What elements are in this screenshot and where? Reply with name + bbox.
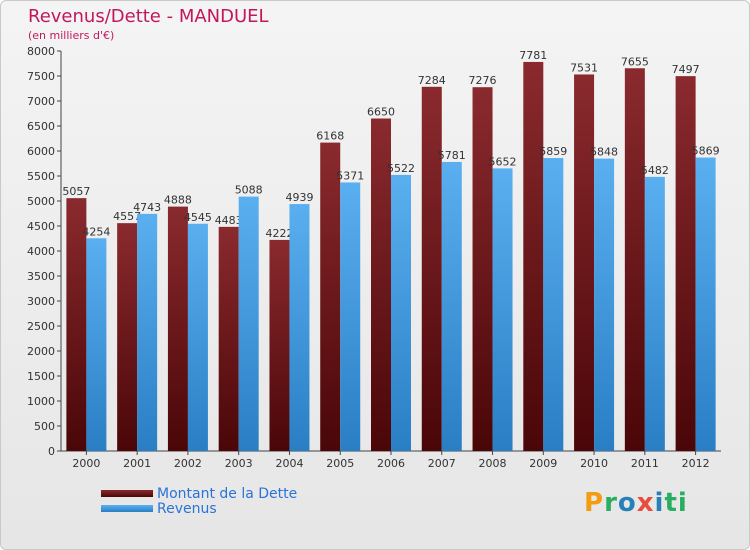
bar-revenus <box>238 196 259 451</box>
data-label-revenus: 4939 <box>285 191 313 204</box>
logo-letter: i <box>654 488 665 518</box>
y-tick-label: 7500 <box>27 70 55 83</box>
x-tick-label: 2000 <box>72 457 100 470</box>
y-tick-label: 5000 <box>27 195 55 208</box>
data-label-revenus: 4254 <box>82 225 110 238</box>
bar-dette <box>167 206 188 451</box>
x-tick-label: 2005 <box>326 457 354 470</box>
data-label-revenus: 4743 <box>133 201 161 214</box>
data-label-dette: 7531 <box>570 61 598 74</box>
logo-letter: P <box>584 488 605 518</box>
chart-subtitle: (en milliers d'€) <box>28 29 115 42</box>
x-tick-label: 2011 <box>631 457 659 470</box>
y-tick-label: 2000 <box>27 345 55 358</box>
y-tick-label: 0 <box>48 445 55 458</box>
x-tick-label: 2012 <box>682 457 710 470</box>
y-tick-label: 3500 <box>27 270 55 283</box>
bar-dette <box>624 68 645 451</box>
data-label-dette: 4888 <box>164 194 192 207</box>
bar-revenus <box>695 157 716 452</box>
logo-letter: o <box>617 488 637 518</box>
x-tick-label: 2009 <box>529 457 557 470</box>
logo-letter: t <box>664 488 678 518</box>
data-label-revenus: 5652 <box>489 155 517 168</box>
bar-revenus <box>137 213 158 451</box>
bar-dette <box>66 198 87 451</box>
y-tick-label: 8000 <box>27 45 55 58</box>
data-label-dette: 7655 <box>621 55 649 68</box>
bar-revenus <box>492 168 513 451</box>
bar-dette <box>269 239 290 451</box>
bar-revenus <box>543 158 564 452</box>
data-label-dette: 5057 <box>62 185 90 198</box>
data-label-dette: 6168 <box>316 130 344 143</box>
bar-dette <box>371 118 391 451</box>
y-tick-label: 6000 <box>27 145 55 158</box>
data-label-dette: 4222 <box>265 227 293 240</box>
bar-dette <box>675 76 696 452</box>
data-label-revenus: 5869 <box>692 145 720 158</box>
data-label-revenus: 5088 <box>235 184 263 197</box>
bar-dette <box>472 87 493 451</box>
legend-swatch-revenus <box>101 505 153 512</box>
y-tick-label: 4500 <box>27 220 55 233</box>
x-tick-label: 2002 <box>174 457 202 470</box>
y-tick-label: 500 <box>34 420 55 433</box>
y-tick-label: 1500 <box>27 370 55 383</box>
data-label-revenus: 5371 <box>336 169 364 182</box>
data-label-revenus: 5522 <box>387 162 415 175</box>
data-label-revenus: 5848 <box>590 146 618 159</box>
data-label-dette: 7284 <box>418 74 446 87</box>
y-tick-label: 3000 <box>27 295 55 308</box>
data-label-revenus: 5859 <box>539 145 567 158</box>
bar-dette <box>218 226 239 451</box>
logo-letter: r <box>604 488 618 518</box>
chart-title: Revenus/Dette - MANDUEL <box>28 6 269 27</box>
logo-letter: i <box>677 488 688 518</box>
bar-dette <box>574 74 595 451</box>
data-label-dette: 6650 <box>367 106 395 119</box>
data-label-dette: 7781 <box>519 49 547 62</box>
logo-letter: x <box>636 488 655 518</box>
bar-dette <box>421 86 442 452</box>
bar-revenus <box>391 174 411 451</box>
bar-revenus <box>644 176 665 451</box>
x-tick-label: 2004 <box>275 457 303 470</box>
x-tick-label: 2010 <box>580 457 608 470</box>
x-tick-label: 2006 <box>377 457 405 470</box>
x-tick-label: 2003 <box>225 457 253 470</box>
y-tick-label: 1000 <box>27 395 55 408</box>
x-tick-label: 2007 <box>428 457 456 470</box>
data-label-dette: 4483 <box>215 214 243 227</box>
data-label-revenus: 5781 <box>438 149 466 162</box>
bar-dette <box>117 223 138 451</box>
x-tick-label: 2001 <box>123 457 151 470</box>
y-tick-label: 7000 <box>27 95 55 108</box>
proxiti-logo: Proxiti <box>584 488 688 518</box>
x-tick-label: 2008 <box>479 457 507 470</box>
y-tick-label: 2500 <box>27 320 55 333</box>
data-label-dette: 4557 <box>113 210 141 223</box>
data-label-dette: 7497 <box>672 63 700 76</box>
data-label-revenus: 5482 <box>641 164 669 177</box>
legend-label-debt: Montant de la Dette <box>157 486 298 502</box>
bar-revenus <box>187 223 208 451</box>
y-tick-label: 6500 <box>27 120 55 133</box>
legend-swatch-debt <box>101 490 153 497</box>
y-tick-label: 4000 <box>27 245 55 258</box>
bar-dette <box>320 142 341 451</box>
bar-revenus <box>594 158 615 451</box>
y-tick-label: 5500 <box>27 170 55 183</box>
bar-dette <box>523 61 544 451</box>
bar-revenus <box>86 238 107 451</box>
data-label-revenus: 4545 <box>184 211 212 224</box>
legend-label-revenus: Revenus <box>157 501 217 517</box>
bar-revenus <box>340 182 361 451</box>
bar-revenus <box>289 204 310 451</box>
data-label-dette: 7276 <box>469 74 497 87</box>
bar-revenus <box>441 161 462 451</box>
